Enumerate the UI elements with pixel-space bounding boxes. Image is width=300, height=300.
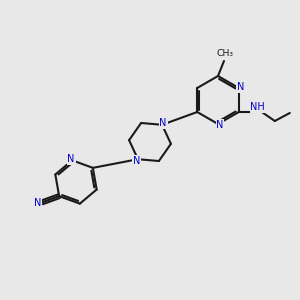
- Text: NH: NH: [250, 102, 265, 112]
- Text: N: N: [68, 154, 75, 164]
- Text: CH₃: CH₃: [217, 50, 233, 58]
- Text: N: N: [159, 118, 167, 128]
- Text: N: N: [216, 120, 224, 130]
- Text: N: N: [133, 156, 141, 166]
- Text: N: N: [34, 198, 41, 208]
- Text: N: N: [237, 82, 244, 92]
